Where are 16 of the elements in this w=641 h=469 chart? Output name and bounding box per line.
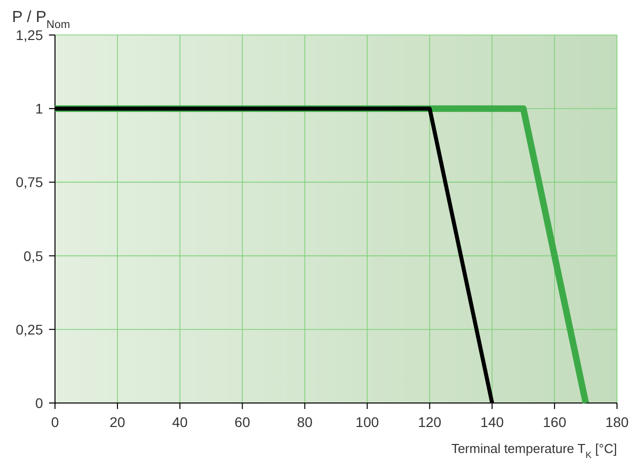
- x-tick-label: 140: [480, 414, 504, 430]
- x-tick-label: 80: [296, 414, 313, 430]
- x-axis-title: Terminal temperature T$_{K}$ [°C]: [451, 441, 617, 460]
- x-tick-label: 60: [234, 414, 250, 430]
- y-tick-label: 1: [35, 100, 44, 117]
- x-tick-label: 0: [51, 414, 60, 430]
- x-tick-label: 160: [542, 414, 566, 430]
- y-tick-label: 0,75: [16, 174, 44, 190]
- x-tick-label: 20: [110, 414, 126, 430]
- x-tick-label: 40: [172, 414, 188, 430]
- y-tick-label: 0,5: [24, 248, 44, 264]
- y-tick-label: 0,25: [16, 321, 44, 338]
- x-tick-label: 180: [605, 414, 629, 430]
- x-tick-label: 100: [356, 414, 380, 430]
- x-tick-label: 120: [418, 414, 442, 430]
- y-tick-label: 0: [35, 395, 44, 411]
